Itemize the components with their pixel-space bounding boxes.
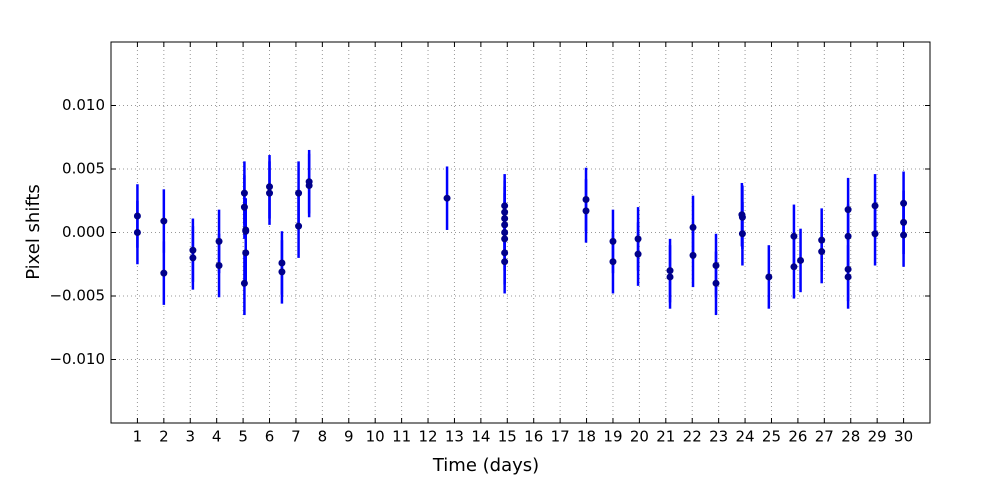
x-axis-label: Time (days) (432, 455, 539, 476)
data-point (634, 235, 642, 243)
data-point (240, 203, 248, 211)
x-tick-label: 26 (788, 428, 807, 446)
data-point (582, 195, 590, 203)
x-tick-label: 7 (291, 428, 301, 446)
data-point (266, 183, 274, 191)
data-point (634, 250, 642, 258)
x-tick-label: 16 (524, 428, 543, 446)
x-tick-label: 13 (445, 428, 464, 446)
data-point (765, 273, 773, 281)
data-point (215, 237, 223, 245)
data-point (871, 202, 879, 210)
x-tick-label: 5 (238, 428, 248, 446)
x-tick-label: 9 (344, 428, 354, 446)
data-point (818, 248, 826, 256)
x-tick-label: 2 (159, 428, 169, 446)
x-tick-label: 20 (630, 428, 649, 446)
data-point (844, 206, 852, 214)
data-point (609, 258, 617, 266)
x-tick-label: 21 (656, 428, 675, 446)
y-tick-label: 0.010 (62, 96, 105, 114)
data-point (712, 262, 720, 270)
x-tick-label: 6 (265, 428, 275, 446)
x-tick-label: 14 (471, 428, 490, 446)
data-point (278, 259, 286, 267)
data-point (712, 279, 720, 287)
x-tick-label: 15 (498, 428, 517, 446)
data-point (790, 232, 798, 240)
x-tick-label: 17 (551, 428, 570, 446)
y-tick-label: −0.010 (49, 350, 105, 368)
marks (133, 149, 908, 316)
x-tick-label: 3 (185, 428, 195, 446)
x-tick-label: 12 (418, 428, 437, 446)
x-tick-label: 27 (815, 428, 834, 446)
data-point (160, 217, 168, 225)
y-axis-label: Pixel shifts (23, 184, 44, 280)
data-point (790, 263, 798, 271)
data-point (689, 251, 697, 259)
data-point (501, 215, 509, 223)
x-tick-label: 29 (868, 428, 887, 446)
data-point (689, 223, 697, 231)
data-point (160, 269, 168, 277)
data-point (844, 232, 852, 240)
data-point (738, 230, 746, 238)
data-point (666, 267, 674, 275)
data-point (240, 279, 248, 287)
data-point (501, 229, 509, 236)
data-point (666, 273, 674, 281)
x-tick-label: 1 (133, 428, 143, 446)
data-point (278, 268, 286, 276)
data-point (133, 229, 141, 236)
data-point (295, 222, 303, 230)
data-point (501, 202, 509, 210)
x-tick-label: 22 (683, 428, 702, 446)
x-tick-label: 28 (841, 428, 860, 446)
x-tick-label: 30 (894, 428, 913, 446)
x-tick-label: 10 (366, 428, 385, 446)
y-tick-label: 0.000 (62, 223, 105, 241)
x-tick-label: 23 (709, 428, 728, 446)
data-point (242, 227, 250, 235)
data-point (189, 254, 197, 262)
data-point (242, 249, 250, 257)
data-point (900, 199, 908, 207)
data-point (501, 208, 509, 216)
x-tick-label: 11 (392, 428, 411, 446)
data-point (609, 237, 617, 245)
data-point (900, 231, 908, 239)
data-point (797, 256, 805, 264)
y-tick-label: −0.005 (49, 287, 105, 305)
y-tick-label: 0.005 (62, 160, 105, 178)
data-point (844, 265, 852, 273)
data-point (501, 235, 509, 243)
x-tick-label: 8 (318, 428, 328, 446)
data-point (305, 182, 313, 190)
x-tick-label: 24 (736, 428, 755, 446)
data-point (582, 207, 590, 215)
data-point (501, 258, 509, 266)
data-point (844, 273, 852, 281)
x-tick-label: 18 (577, 428, 596, 446)
data-point (501, 221, 509, 229)
data-point (900, 218, 908, 226)
x-tick-label: 19 (603, 428, 622, 446)
data-point (818, 236, 826, 244)
x-tick-label: 25 (762, 428, 781, 446)
data-point (501, 249, 509, 257)
data-point (443, 194, 451, 202)
data-point (295, 189, 303, 197)
data-point (738, 213, 746, 221)
data-point (189, 246, 197, 254)
data-point (215, 262, 223, 270)
data-point (240, 189, 248, 197)
data-point (133, 212, 141, 220)
data-point (266, 189, 274, 197)
data-point (871, 230, 879, 238)
x-tick-label: 4 (212, 428, 222, 446)
